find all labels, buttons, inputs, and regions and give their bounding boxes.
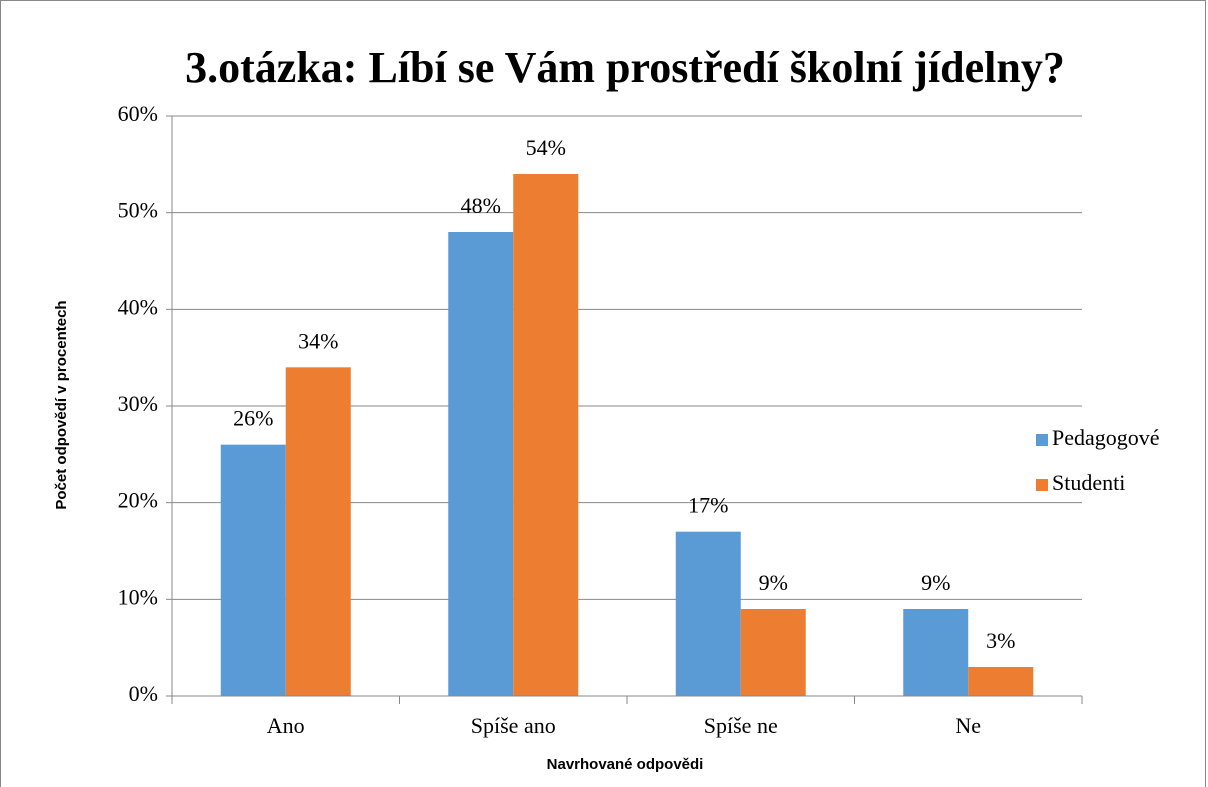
bar xyxy=(513,174,579,696)
legend-swatch xyxy=(1036,434,1048,446)
data-label: 34% xyxy=(298,328,338,353)
x-tick-label: Ano xyxy=(267,713,305,738)
y-tick-label: 10% xyxy=(118,584,158,609)
data-label: 54% xyxy=(526,135,566,160)
data-label: 3% xyxy=(986,628,1015,653)
data-label: 17% xyxy=(688,493,728,518)
bar xyxy=(968,667,1034,696)
y-axis-label: Počet odpovědí v procentech xyxy=(53,300,70,509)
bar xyxy=(285,367,351,696)
x-tick-label: Spíše ano xyxy=(471,713,556,738)
y-tick-label: 60% xyxy=(118,101,158,126)
legend-label: Studenti xyxy=(1052,470,1125,495)
bar xyxy=(220,444,286,696)
bar xyxy=(903,609,969,696)
x-axis-label: Navrhované odpovědi xyxy=(547,756,704,773)
y-tick-label: 0% xyxy=(129,681,158,706)
bar xyxy=(448,232,514,696)
x-tick-label: Ne xyxy=(955,713,981,738)
bar xyxy=(675,531,741,696)
chart-title: 3.otázka: Líbí se Vám prostředí školní j… xyxy=(185,43,1065,92)
bar xyxy=(740,609,806,696)
data-label: 9% xyxy=(921,570,950,595)
y-tick-label: 30% xyxy=(118,391,158,416)
x-tick-label: Spíše ne xyxy=(704,713,778,738)
data-label: 48% xyxy=(461,193,501,218)
data-label: 9% xyxy=(759,570,788,595)
y-tick-label: 40% xyxy=(118,294,158,319)
y-tick-label: 20% xyxy=(118,488,158,513)
y-tick-label: 50% xyxy=(118,198,158,223)
data-label: 26% xyxy=(233,406,273,431)
legend-label: Pedagogové xyxy=(1052,425,1160,450)
legend-swatch xyxy=(1036,479,1048,491)
